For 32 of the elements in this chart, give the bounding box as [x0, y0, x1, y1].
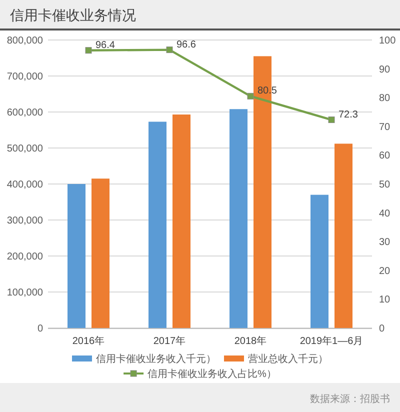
legend-label: 信用卡催收业务收入占比%） — [148, 368, 276, 380]
y2-tick-label: 0 — [379, 324, 385, 334]
legend-label: 营业总收入千元） — [248, 353, 328, 365]
data-label: 96.6 — [176, 39, 196, 50]
x-tick-label: 2017年 — [153, 335, 186, 347]
y-tick-label: 800,000 — [6, 36, 44, 46]
y2-tick-label: 30 — [379, 237, 391, 248]
data-label: 96.4 — [96, 40, 115, 51]
y-tick-label: 300,000 — [6, 216, 44, 226]
x-tick-label: 2019年1—6月 — [300, 335, 364, 347]
y-tick-label: 100,000 — [6, 288, 44, 298]
y2-tick-label: 10 — [379, 294, 391, 306]
y2-tick-label: 70 — [379, 122, 391, 133]
x-tick-label: 2016年 — [72, 335, 105, 347]
data-label: 72.3 — [338, 109, 358, 120]
y-tick-label: 400,000 — [6, 180, 44, 190]
legend-label: 信用卡催收业务收入千元） — [96, 353, 216, 365]
y2-tick-label: 50 — [379, 180, 391, 190]
annotation: 数据来源：招股书 — [310, 394, 390, 405]
y2-tick-label: 20 — [379, 266, 391, 277]
y-tick-label: 0 — [37, 324, 44, 334]
y2-tick-label: 60 — [379, 150, 391, 162]
y2-tick-label: 40 — [379, 208, 391, 220]
y2-tick-label: 100 — [379, 36, 396, 46]
y2-tick-label: 90 — [379, 64, 391, 76]
y2-tick-label: 80 — [379, 93, 391, 104]
y-tick-label: 200,000 — [6, 252, 44, 262]
y-tick-label: 500,000 — [6, 144, 44, 154]
y-tick-label: 600,000 — [6, 108, 44, 118]
x-tick-label: 2018年 — [234, 335, 267, 347]
y-tick-label: 700,000 — [6, 72, 44, 82]
title: 信用卡催收业务情况 — [10, 7, 136, 23]
